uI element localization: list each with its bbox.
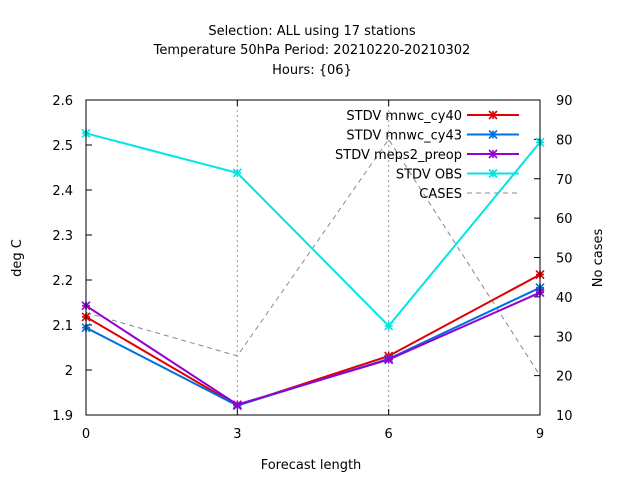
y2-tick-label: 50 <box>556 252 573 267</box>
y2-tick-label: 60 <box>556 212 573 227</box>
legend-item: CASES <box>419 187 519 202</box>
legend-label: STDV meps2_preop <box>335 148 462 163</box>
legend: STDV mnwc_cy40 STDV mnwc_cy43 STDV meps2_p… <box>335 109 519 202</box>
x-tick-label: 9 <box>536 427 544 442</box>
data-point <box>384 355 394 365</box>
y2-tick-label: 90 <box>556 94 573 109</box>
y-tick-label: 2.3 <box>52 229 73 244</box>
title-line-3: Hours: {06} <box>272 63 352 78</box>
legend-label: CASES <box>419 187 462 202</box>
series-line <box>85 273 541 407</box>
x-tick-label: 0 <box>82 427 90 442</box>
legend-marker <box>488 168 498 179</box>
title-line-1: Selection: ALL using 17 stations <box>208 24 416 39</box>
y2-tick-label: 40 <box>556 291 573 306</box>
series-line <box>85 291 541 406</box>
legend-item: STDV OBS <box>396 168 519 183</box>
legend-label: STDV OBS <box>396 168 462 183</box>
series-line <box>85 286 541 407</box>
y-tick-label: 2 <box>65 364 73 379</box>
series-group <box>81 128 545 411</box>
series-line <box>85 138 541 376</box>
y-tick-label: 2.4 <box>52 184 73 199</box>
y-tick-label: 2.2 <box>52 274 73 289</box>
y2-tick-label: 80 <box>556 133 573 148</box>
legend-marker <box>488 129 498 140</box>
legend-marker <box>488 110 498 120</box>
legend-label: STDV mnwc_cy43 <box>346 129 462 144</box>
data-point <box>232 400 242 410</box>
y2-tick-label: 70 <box>556 173 573 188</box>
y-axis-ticks: 1.9 2 2.1 2.2 2.3 2.4 2.5 2.6 <box>52 94 92 424</box>
y2-tick-label: 10 <box>556 409 573 424</box>
x-axis-label: Forecast length <box>261 458 362 473</box>
series-stdv-mnwc_cy43 <box>81 283 545 411</box>
title-line-2: Temperature 50hPa Period: 20210220-20210… <box>153 43 471 58</box>
legend-marker <box>488 149 498 159</box>
y2-axis-ticks: 10 20 30 40 50 60 70 80 90 <box>534 94 573 424</box>
data-point <box>232 168 242 178</box>
y-axis-label: deg C <box>10 239 25 277</box>
y-tick-label: 2.1 <box>52 319 73 334</box>
chart-title: Selection: ALL using 17 stations Tempera… <box>153 24 471 78</box>
plot-frame <box>85 99 541 416</box>
series-stdv-obs <box>81 128 545 331</box>
series-stdv-meps2_preop <box>81 288 545 410</box>
legend-item: STDV mnwc_cy40 <box>346 109 519 124</box>
y2-tick-label: 30 <box>556 330 573 345</box>
y2-tick-label: 20 <box>556 370 573 385</box>
data-point <box>384 321 394 331</box>
x-tick-label: 3 <box>233 427 241 442</box>
y-tick-label: 2.5 <box>52 139 73 154</box>
x-tick-label: 6 <box>385 427 393 442</box>
series-cases <box>85 138 541 376</box>
y-tick-label: 1.9 <box>52 409 73 424</box>
legend-item: STDV mnwc_cy43 <box>346 129 519 144</box>
series-line <box>85 132 541 328</box>
y2-axis-label: No cases <box>591 229 606 288</box>
legend-item: STDV meps2_preop <box>335 148 519 163</box>
y-tick-label: 2.6 <box>52 94 73 109</box>
legend-label: STDV mnwc_cy40 <box>346 109 462 124</box>
series-stdv-mnwc_cy40 <box>81 270 545 411</box>
